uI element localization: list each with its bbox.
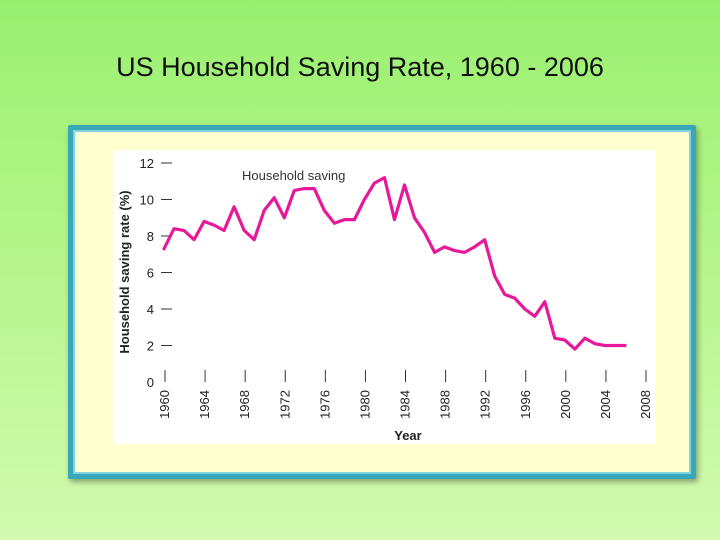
- x-tick-label: 1960: [157, 390, 172, 419]
- series-line-household-saving: [162, 176, 627, 351]
- y-tick-label: 2: [147, 339, 154, 354]
- x-tick-label: 2000: [558, 390, 573, 419]
- y-tick-label: 6: [147, 266, 154, 281]
- x-tick-label: 1988: [438, 390, 453, 419]
- y-axis: 0 2 4 6 8 10 12: [140, 156, 172, 390]
- x-tick-label: 2004: [598, 390, 613, 419]
- y-tick-label: 8: [147, 229, 154, 244]
- x-tick-label: 1992: [478, 390, 493, 419]
- y-tick-label: 4: [147, 302, 154, 317]
- x-tick-label: 1972: [277, 390, 292, 419]
- x-tick-label: 1980: [357, 390, 372, 419]
- y-tick-label: 12: [140, 156, 154, 171]
- y-axis-title: Household saving rate (%): [117, 190, 132, 353]
- x-tick-label: 1996: [518, 390, 533, 419]
- slide-title: US Household Saving Rate, 1960 - 2006: [116, 52, 604, 82]
- x-tick-label: 2008: [638, 390, 653, 419]
- y-tick-label: 10: [140, 193, 154, 208]
- x-tick-label: 1984: [398, 390, 413, 419]
- x-axis-title: Year: [394, 428, 421, 443]
- x-tick-label: 1964: [197, 390, 212, 419]
- x-tick-label: 1976: [317, 390, 332, 419]
- plot-background: [114, 150, 656, 444]
- series-annotation-label: Household saving: [242, 168, 345, 183]
- x-tick-label: 1968: [237, 390, 252, 419]
- x-axis: 1960 1964 1968 1972 1976 1980 1984 1988 1992 1996…: [157, 370, 653, 419]
- y-tick-label: 0: [147, 375, 154, 390]
